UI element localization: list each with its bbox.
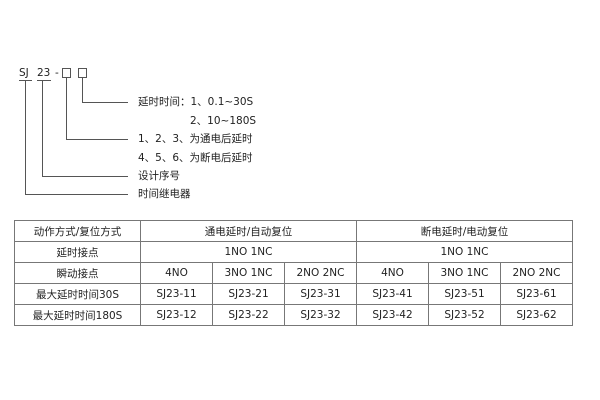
legend-design-no: 设计序号 bbox=[138, 170, 180, 182]
legend-power-off: 4、5、6、为断电后延时 bbox=[138, 152, 253, 164]
table-row: 延时接点 1NO 1NC 1NO 1NC bbox=[14, 241, 573, 263]
cell: 3NO 1NC bbox=[212, 262, 285, 284]
cell: 延时接点 bbox=[14, 241, 141, 263]
code-diagram-lines bbox=[19, 68, 128, 195]
cell: SJ23-12 bbox=[140, 304, 213, 326]
cell: SJ23-51 bbox=[428, 283, 501, 305]
header-cell: 通电延时/自动复位 bbox=[140, 220, 357, 242]
cell: 最大延时时间30S bbox=[14, 283, 141, 305]
cell: SJ23-62 bbox=[500, 304, 573, 326]
cell: SJ23-41 bbox=[356, 283, 429, 305]
table-row: 最大延时时间180S SJ23-12 SJ23-22 SJ23-32 SJ23-… bbox=[14, 304, 573, 326]
table-row: 瞬动接点 4NO 3NO 1NC 2NO 2NC 4NO 3NO 1NC 2NO… bbox=[14, 262, 573, 284]
cell: 瞬动接点 bbox=[14, 262, 141, 284]
model-table: 动作方式/复位方式 通电延时/自动复位 断电延时/电动复位 延时接点 1NO 1… bbox=[14, 220, 573, 326]
header-cell: 动作方式/复位方式 bbox=[14, 220, 141, 242]
cell: SJ23-42 bbox=[356, 304, 429, 326]
cell: 4NO bbox=[356, 262, 429, 284]
cell: SJ23-61 bbox=[500, 283, 573, 305]
code-dash: - bbox=[55, 67, 59, 79]
cell: 2NO 2NC bbox=[500, 262, 573, 284]
cell: 2NO 2NC bbox=[284, 262, 357, 284]
cell: SJ23-22 bbox=[212, 304, 285, 326]
legend-delay-time: 延时时间：1、0.1~30S bbox=[138, 96, 254, 108]
cell: SJ23-31 bbox=[284, 283, 357, 305]
legend-delay-time-2: 2、10~180S bbox=[190, 115, 257, 127]
code-series: 23 bbox=[37, 67, 51, 79]
header-cell: 断电延时/电动复位 bbox=[356, 220, 573, 242]
cell: 3NO 1NC bbox=[428, 262, 501, 284]
cell: 最大延时时间180S bbox=[14, 304, 141, 326]
cell: SJ23-52 bbox=[428, 304, 501, 326]
cell: 1NO 1NC bbox=[140, 241, 357, 263]
cell: 4NO bbox=[140, 262, 213, 284]
legend-power-on: 1、2、3、为通电后延时 bbox=[138, 133, 253, 145]
table-row: 最大延时时间30S SJ23-11 SJ23-21 SJ23-31 SJ23-4… bbox=[14, 283, 573, 305]
table-row: 动作方式/复位方式 通电延时/自动复位 断电延时/电动复位 bbox=[14, 220, 573, 242]
legend-relay: 时间继电器 bbox=[138, 188, 191, 200]
cell: SJ23-21 bbox=[212, 283, 285, 305]
cell: SJ23-11 bbox=[140, 283, 213, 305]
cell: 1NO 1NC bbox=[356, 241, 573, 263]
code-prefix: SJ bbox=[19, 67, 29, 79]
cell: SJ23-32 bbox=[284, 304, 357, 326]
